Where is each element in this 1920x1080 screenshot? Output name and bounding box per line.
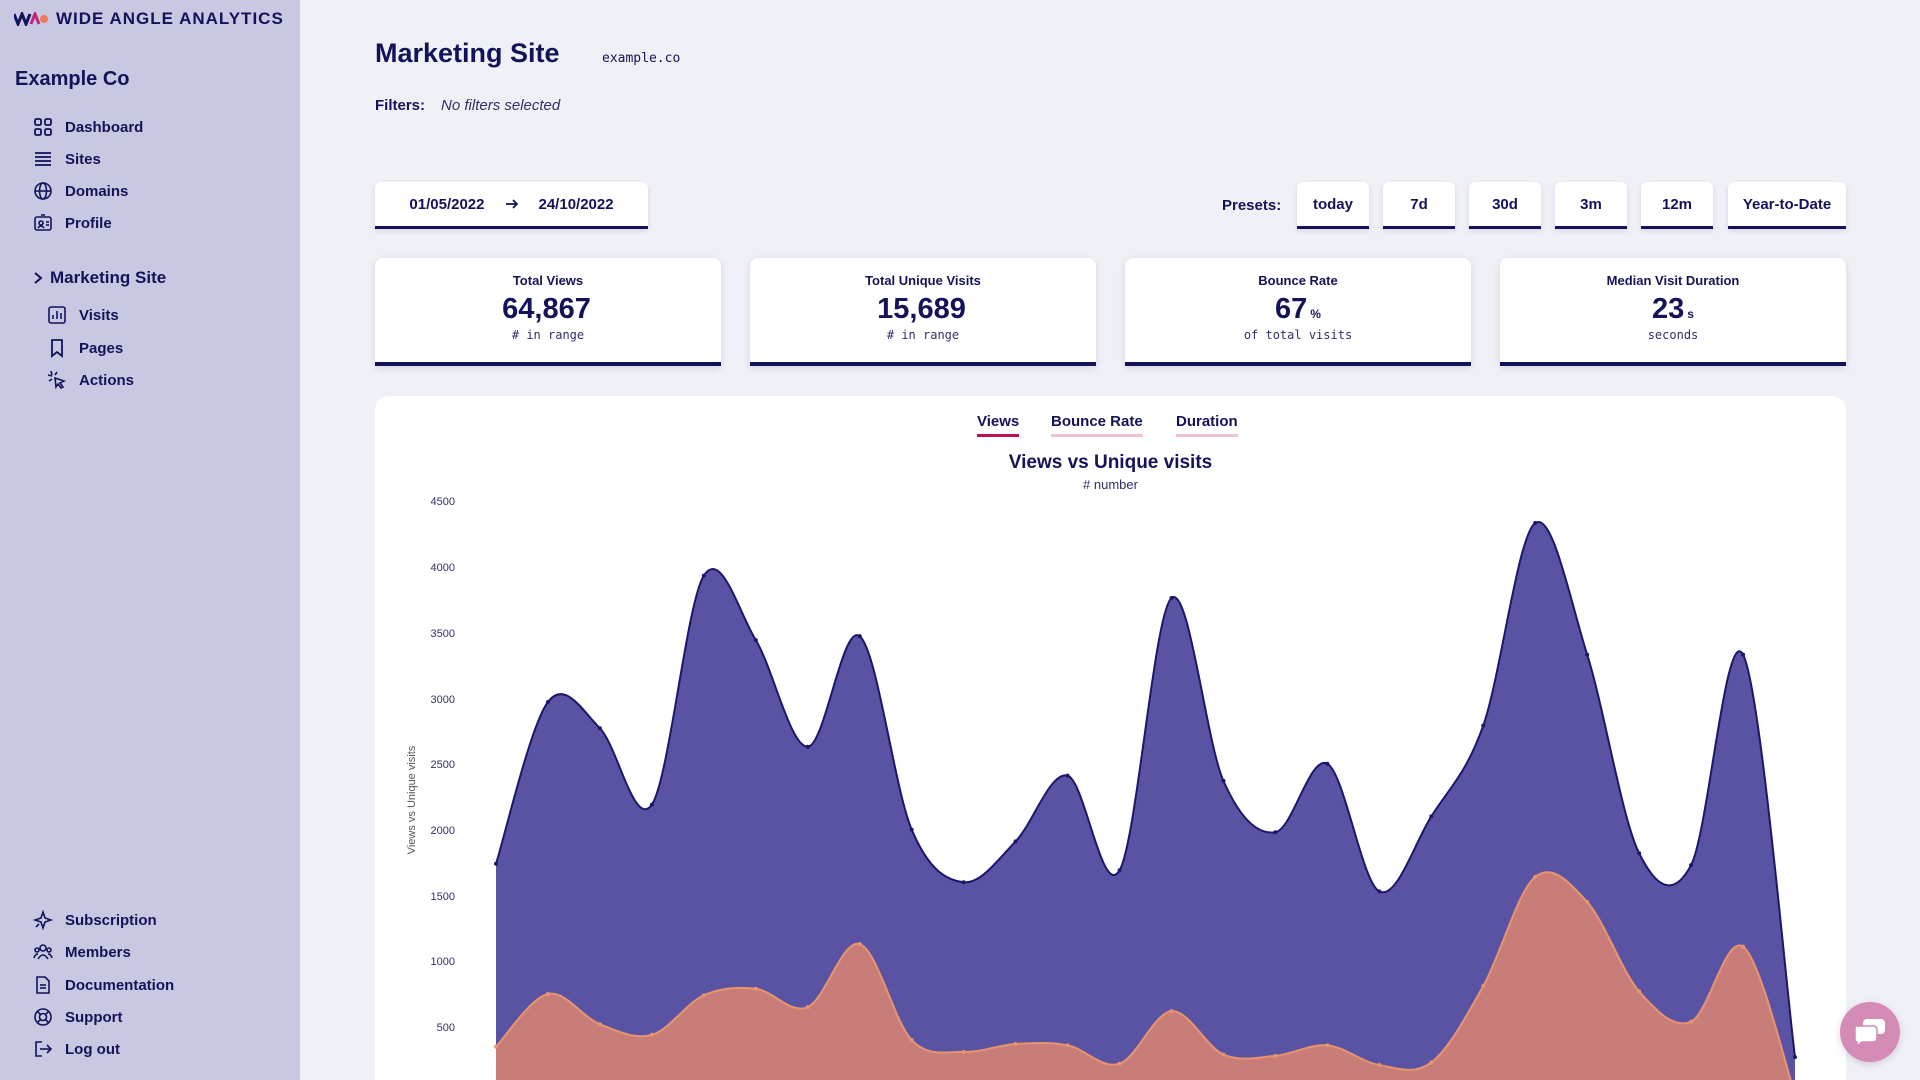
stat-value: 67 [1275, 293, 1308, 325]
presets-label: Presets: [1222, 197, 1282, 214]
nav-pages-label: Pages [79, 339, 124, 357]
y-tick-label: 3000 [430, 694, 455, 706]
chart-title: Views vs Unique visits [1008, 452, 1213, 473]
y-axis-label: Views vs Unique visits [406, 745, 418, 855]
brand-name: WIDE ANGLE ANALYTICS [56, 9, 284, 28]
nav-members-label: Members [65, 943, 131, 961]
grid-icon [34, 118, 52, 136]
nav-profile[interactable]: Profile [33, 213, 112, 233]
stat-subtitle: of total visits [1243, 328, 1353, 342]
nav-visits[interactable]: Visits [47, 305, 119, 325]
nav-members[interactable]: Members [33, 942, 131, 962]
y-tick-label: 2000 [430, 825, 455, 837]
stat-value: 23 [1652, 293, 1685, 325]
y-tick-label: 1000 [430, 956, 455, 968]
tab-views[interactable]: Views [977, 413, 1020, 437]
nav-support-label: Support [65, 1008, 123, 1026]
nav-profile-label: Profile [65, 214, 112, 232]
stat-value: 64,867 [502, 293, 591, 325]
y-tick-label: 500 [436, 1022, 455, 1034]
stat-unique-visits: Total Unique Visits 15,689 # in range [750, 258, 1096, 366]
filters-value: No filters selected [441, 97, 561, 114]
lifebuoy-icon [34, 1008, 52, 1026]
nav-subscription[interactable]: Subscription [33, 910, 157, 930]
preset-ytd[interactable]: Year-to-Date [1728, 182, 1846, 229]
sidebar: WIDE ANGLE ANALYTICS Example Co Dashboar… [0, 0, 300, 1080]
pointer-click-icon [47, 370, 67, 390]
date-start: 01/05/2022 [409, 195, 485, 213]
brand-logo[interactable]: WIDE ANGLE ANALYTICS [14, 9, 284, 29]
document-icon [36, 976, 50, 994]
stat-subtitle: # in range [511, 328, 585, 342]
preset-30d[interactable]: 30d [1469, 182, 1541, 229]
stat-title: Bounce Rate [1258, 273, 1338, 288]
stat-subtitle: seconds [1647, 328, 1699, 342]
stat-subtitle: # in range [886, 328, 960, 342]
y-tick-label: 1500 [430, 891, 455, 903]
nav-actions-label: Actions [79, 371, 135, 389]
site-section-label: Marketing Site [50, 268, 167, 287]
stat-median-duration: Median Visit Duration 23 s seconds [1500, 258, 1846, 366]
nav-domains[interactable]: Domains [33, 181, 128, 201]
page-title: Marketing Site [375, 38, 560, 68]
date-range-picker[interactable]: 01/05/2022 24/10/2022 [375, 182, 648, 229]
filters-bar: Filters: No filters selected [375, 97, 560, 114]
bar-chart-icon [48, 306, 66, 324]
nav-logout[interactable]: Log out [33, 1039, 120, 1059]
nav-visits-label: Visits [79, 306, 119, 324]
stat-unit: s [1687, 307, 1694, 321]
stat-bounce-rate: Bounce Rate 67% of total visits [1125, 258, 1471, 366]
y-tick-label: 4000 [430, 562, 455, 574]
sparkle-icon [33, 910, 53, 930]
nav-support[interactable]: Support [33, 1007, 123, 1027]
nav-actions[interactable]: Actions [47, 370, 134, 390]
stat-value: 15,689 [877, 293, 966, 325]
arrow-right-icon [505, 199, 518, 209]
stat-title: Total Views [512, 273, 584, 288]
y-tick-label: 3500 [430, 628, 455, 640]
site-domain: example.co [602, 51, 681, 66]
preset-7d[interactable]: 7d [1383, 182, 1455, 229]
chat-icon [1854, 1019, 1885, 1047]
logout-icon [35, 1041, 53, 1057]
stat-unit: % [1310, 307, 1321, 321]
bookmark-icon [51, 339, 63, 358]
nav-pages[interactable]: Pages [47, 338, 123, 358]
chart-subtitle: # number [1083, 477, 1138, 492]
nav-documentation[interactable]: Documentation [33, 975, 174, 995]
org-name: Example Co [15, 68, 130, 90]
tab-bounce-rate[interactable]: Bounce Rate [1051, 413, 1143, 437]
chevron-right-icon [34, 272, 43, 284]
nav-domains-label: Domains [65, 182, 129, 200]
tab-duration[interactable]: Duration [1176, 413, 1238, 437]
y-tick-label: 4500 [430, 496, 455, 508]
preset-12m[interactable]: 12m [1641, 182, 1713, 229]
logo-mark-icon [14, 12, 48, 26]
chat-button[interactable] [1840, 1002, 1900, 1062]
preset-3m[interactable]: 3m [1555, 182, 1627, 229]
nav-subscription-label: Subscription [65, 911, 157, 929]
nav-documentation-label: Documentation [65, 976, 175, 994]
nav-dashboard[interactable]: Dashboard [33, 117, 143, 137]
stat-title: Median Visit Duration [1606, 273, 1740, 288]
stat-total-views: Total Views 64,867 # in range [375, 258, 721, 366]
nav-logout-label: Log out [65, 1040, 120, 1058]
globe-icon [34, 182, 52, 200]
stat-title: Total Unique Visits [865, 273, 981, 288]
preset-today[interactable]: today [1297, 182, 1369, 229]
site-section-toggle[interactable]: Marketing Site [32, 268, 166, 288]
chart-panel [375, 396, 1846, 1080]
nav-sites[interactable]: Sites [33, 149, 101, 169]
list-icon [35, 152, 51, 166]
filters-label: Filters: [375, 97, 426, 114]
nav-sites-label: Sites [65, 150, 101, 168]
date-end: 24/10/2022 [538, 195, 614, 213]
users-icon [33, 944, 53, 960]
nav-dashboard-label: Dashboard [65, 118, 144, 136]
id-card-icon [34, 214, 52, 231]
y-tick-label: 2500 [430, 759, 455, 771]
